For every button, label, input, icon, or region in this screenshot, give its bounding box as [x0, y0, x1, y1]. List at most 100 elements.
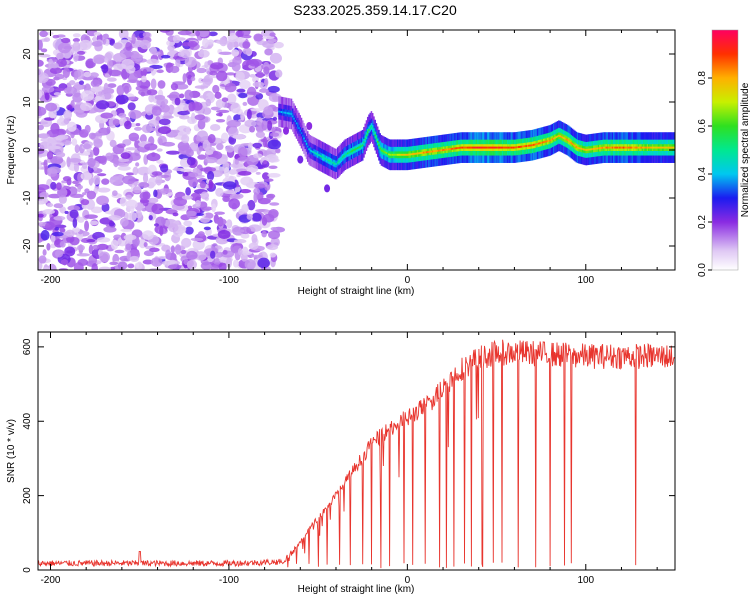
- noise-blob: [240, 112, 245, 121]
- colorbar-gradient: [711, 29, 739, 271]
- noise-blob: [180, 168, 193, 173]
- noise-blob: [50, 234, 56, 243]
- ridge-segment: [435, 149, 438, 152]
- chart-title: S233.2025.359.14.17.C20: [293, 2, 457, 18]
- ridge-segment: [484, 146, 486, 149]
- ridge-segment: [665, 146, 667, 149]
- ridge-segment: [455, 147, 458, 150]
- noise-blob: [244, 119, 257, 128]
- noise-blob: [167, 104, 175, 115]
- spectrogram-x-tick-label: -200: [40, 275, 60, 286]
- noise-blob: [146, 58, 160, 65]
- noise-blob: [254, 183, 266, 189]
- ridge-segment: [534, 143, 536, 146]
- noise-blob: [184, 89, 193, 100]
- noise-blob: [55, 151, 66, 158]
- noise-blob: [101, 33, 107, 45]
- noise-blob: [72, 227, 81, 233]
- noise-blob: [40, 48, 48, 53]
- ridge-segment: [548, 139, 550, 142]
- ridge-segment: [589, 148, 591, 151]
- noise-blob: [160, 54, 171, 59]
- noise-blob: [92, 146, 100, 156]
- noise-blob: [228, 169, 237, 175]
- ridge-segment: [464, 146, 466, 149]
- ridge-segment: [456, 147, 459, 150]
- noise-blob: [84, 214, 98, 219]
- ridge-segment: [500, 146, 503, 149]
- ridge-segment: [333, 162, 335, 165]
- ridge-segment: [594, 147, 596, 150]
- ridge-blob: [297, 155, 304, 164]
- noise-blob: [255, 131, 265, 138]
- ridge-segment: [459, 146, 461, 149]
- noise-blob: [263, 106, 274, 116]
- ridge-segment: [334, 162, 336, 165]
- ridge-segment: [425, 151, 428, 154]
- ridge-segment: [313, 151, 315, 154]
- noise-blob: [173, 196, 188, 207]
- noise-blob: [232, 134, 247, 140]
- ridge-segment: [616, 146, 619, 149]
- noise-blob: [140, 67, 155, 72]
- noise-blob: [143, 241, 148, 248]
- noise-blob: [242, 41, 251, 49]
- noise-blob: [195, 30, 201, 37]
- noise-blob: [216, 70, 228, 82]
- noise-blob: [42, 209, 55, 215]
- ridge-segment: [475, 146, 478, 149]
- noise-blob: [114, 249, 125, 254]
- noise-blob: [123, 234, 137, 241]
- snr-x-tick-label: -200: [40, 575, 60, 586]
- spectrogram-y-tick-label: 20: [22, 48, 33, 60]
- noise-blob: [181, 134, 190, 144]
- ridge-segment: [430, 150, 433, 153]
- noise-blob-layer: [38, 30, 286, 270]
- ridge-segment: [439, 149, 441, 152]
- ridge-segment: [298, 127, 300, 130]
- noise-blob: [240, 176, 254, 186]
- ridge-segment: [490, 146, 493, 149]
- ridge-segment: [633, 146, 635, 149]
- noise-blob: [239, 188, 252, 194]
- noise-blob: [268, 165, 278, 170]
- noise-blob: [151, 203, 164, 215]
- ridge-segment: [401, 153, 404, 156]
- noise-blob: [261, 230, 267, 238]
- noise-blob: [269, 52, 282, 64]
- noise-blob: [50, 181, 57, 190]
- noise-blob: [141, 75, 147, 83]
- noise-blob: [161, 141, 176, 147]
- ridge-segment: [290, 113, 293, 115]
- noise-blob: [57, 42, 72, 54]
- noise-blob: [98, 251, 111, 263]
- noise-blob: [106, 126, 111, 134]
- noise-blob: [83, 143, 91, 150]
- ridge-segment: [528, 144, 530, 147]
- noise-blob: [250, 108, 264, 112]
- colorbar-tick-label: 0.4: [697, 167, 708, 181]
- noise-blob: [86, 239, 96, 243]
- ridge-segment: [346, 152, 349, 155]
- noise-blob: [261, 120, 268, 131]
- noise-blob: [61, 37, 71, 44]
- noise-blob: [89, 72, 99, 78]
- ridge-segment: [654, 146, 656, 149]
- noise-blob: [195, 136, 202, 142]
- noise-blob: [195, 212, 204, 216]
- noise-blob: [186, 157, 196, 166]
- noise-blob: [177, 30, 192, 36]
- ridge-segment: [660, 146, 662, 149]
- noise-blob: [117, 158, 130, 163]
- ridge-segment: [370, 125, 373, 128]
- ridge-segment: [371, 127, 374, 130]
- ridge-segment: [366, 131, 369, 134]
- noise-blob: [53, 203, 64, 209]
- ridge-segment: [331, 161, 334, 164]
- noise-blob: [86, 190, 97, 200]
- ridge-segment: [533, 143, 535, 146]
- ridge-segment: [471, 146, 474, 149]
- ridge-segment: [319, 154, 321, 157]
- ridge-segment: [474, 146, 476, 149]
- ridge-segment: [513, 146, 515, 149]
